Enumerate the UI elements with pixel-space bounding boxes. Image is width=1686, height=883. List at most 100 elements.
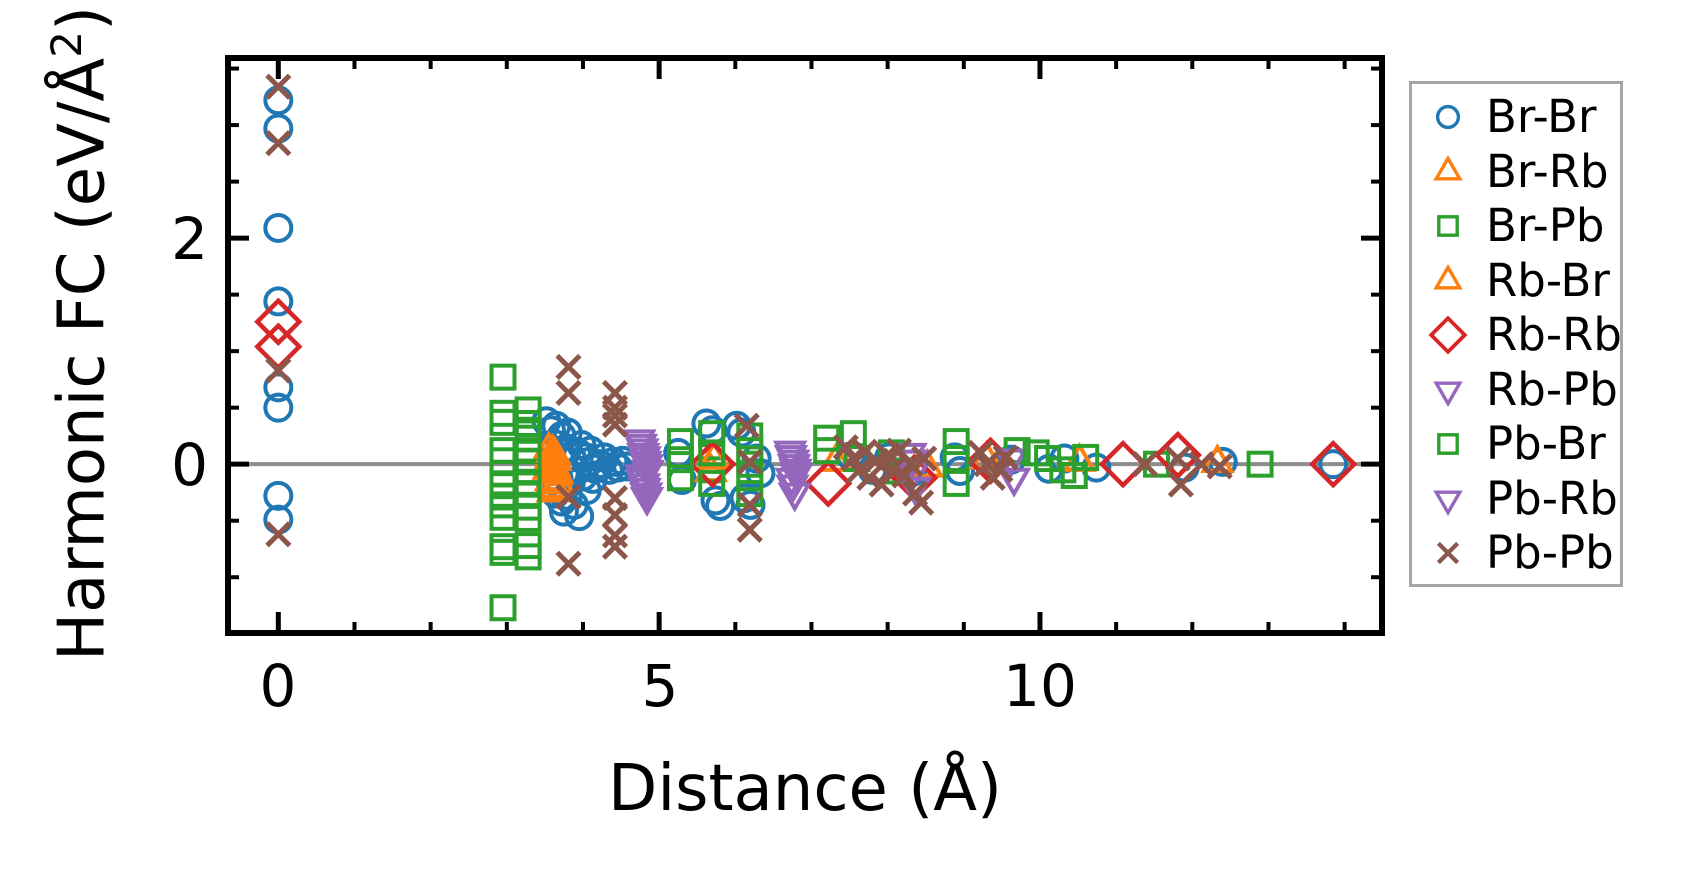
- point-Pb-Br: [698, 469, 726, 497]
- point-Pb-Pb: [992, 444, 1019, 471]
- square-glyph: [1437, 215, 1459, 238]
- point-Pb-Br: [666, 446, 694, 474]
- x-icon: [1436, 542, 1460, 565]
- point-Rb-Rb: [254, 322, 303, 371]
- square-glyph: [1437, 433, 1459, 456]
- point-Br-Br: [263, 480, 294, 511]
- point-Pb-Br: [514, 532, 542, 560]
- point-Pb-Pb: [736, 448, 763, 476]
- x-tick-label-10: 10: [1003, 652, 1077, 720]
- x-tick-label-5: 5: [641, 652, 679, 720]
- point-Pb-Pb: [265, 73, 292, 100]
- triangle-up-glyph: [1433, 154, 1463, 181]
- point-Pb-Pb: [601, 522, 629, 549]
- point-Pb-Pb: [265, 357, 292, 384]
- point-Br-Br: [700, 485, 731, 516]
- y-axis-label-suffix: ): [45, 6, 120, 32]
- point-Pb-Rb: [996, 467, 1032, 498]
- point-Br-Pb: [1246, 450, 1274, 478]
- triangle-up-icon: [1433, 154, 1463, 181]
- legend-item-br-rb: Br-Rb: [1412, 145, 1620, 200]
- legend-box: Br-Br Br-Rb Br-Pb Rb-Br Rb-Rb Rb-Pb Pb-Br Pb-Rb…: [1409, 81, 1623, 587]
- triangle-down-glyph: [1433, 381, 1463, 407]
- point-Pb-Pb: [973, 451, 1000, 478]
- point-Br-Pb: [666, 464, 694, 492]
- point-Pb-Rb: [629, 486, 665, 517]
- legend-label: Rb-Pb: [1486, 362, 1618, 416]
- point-Rb-Rb: [804, 459, 853, 508]
- point-Pb-Pb: [265, 130, 292, 157]
- point-Pb-Pb: [868, 471, 895, 498]
- diamond-glyph: [1428, 315, 1468, 355]
- point-Pb-Rb: [897, 476, 933, 507]
- legend-label: Br-Rb: [1486, 144, 1609, 198]
- point-Br-Pb: [666, 428, 694, 456]
- y-tick-label-2: 2: [171, 205, 208, 273]
- point-Pb-Br: [489, 533, 517, 561]
- square-icon: [1437, 215, 1459, 238]
- legend-item-rb-br: Rb-Br: [1412, 254, 1620, 309]
- x-axis-label: Distance (Å): [608, 752, 1002, 826]
- legend-item-rb-rb: Rb-Rb: [1412, 308, 1622, 363]
- legend-label: Rb-Br: [1486, 253, 1610, 307]
- point-Br-Pb: [489, 594, 517, 622]
- x-glyph: [1436, 542, 1460, 565]
- point-Pb-Rb: [623, 433, 659, 464]
- y-axis-label-text: Harmonic FC (eV/Å: [45, 57, 120, 661]
- y-axis-label: Harmonic FC (eV/Å2): [42, 6, 119, 661]
- circle-icon: [1435, 105, 1461, 130]
- triangle-down-glyph: [1433, 490, 1463, 516]
- legend-label: Rb-Rb: [1486, 308, 1622, 362]
- point-Br-Pb: [942, 428, 970, 456]
- y-tick-label-0: 0: [171, 431, 208, 499]
- point-Rb-Rb: [1309, 440, 1358, 489]
- legend-item-br-pb: Br-Pb: [1412, 199, 1620, 254]
- legend-label: Br-Pb: [1486, 199, 1605, 253]
- legend-label: Pb-Pb: [1486, 526, 1614, 580]
- point-Pb-Pb: [908, 489, 935, 516]
- point-Pb-Br: [813, 437, 841, 465]
- plot-area: [225, 55, 1385, 636]
- point-Br-Br: [1318, 449, 1349, 480]
- point-Pb-Pb: [555, 379, 582, 407]
- square-icon: [1437, 433, 1459, 456]
- point-Rb-Br: [538, 440, 573, 471]
- point-Pb-Rb: [776, 454, 812, 485]
- legend-label: Pb-Rb: [1486, 471, 1618, 525]
- point-Pb-Rb: [628, 450, 663, 481]
- diamond-icon: [1428, 315, 1468, 355]
- point-Pb-Pb: [555, 353, 582, 381]
- point-Pb-Pb: [1132, 451, 1159, 478]
- point-Pb-Pb: [601, 411, 629, 438]
- point-Pb-Br: [514, 409, 542, 437]
- point-Pb-Br: [514, 448, 542, 476]
- point-Br-Br: [263, 392, 294, 423]
- point-Pb-Pb: [856, 464, 883, 491]
- point-Pb-Rb: [625, 468, 660, 499]
- point-Pb-Rb: [627, 477, 662, 508]
- triangle-down-icon: [1433, 490, 1463, 516]
- point-Rb-Br: [696, 439, 732, 470]
- circle-glyph: [1435, 105, 1461, 130]
- point-Br-Pb: [489, 399, 517, 427]
- y-axis-label-sup: 2: [42, 31, 91, 58]
- triangle-down-icon: [1433, 381, 1463, 407]
- point-Pb-Br: [489, 491, 517, 519]
- legend-label: Pb-Br: [1486, 417, 1606, 471]
- point-Pb-Rb: [777, 482, 813, 513]
- point-Pb-Pb: [733, 412, 760, 439]
- point-Pb-Br: [1022, 439, 1050, 467]
- point-Br-Pb: [736, 450, 764, 478]
- point-Pb-Pb: [736, 491, 763, 518]
- point-Pb-Br: [514, 493, 542, 521]
- x-tick-label-0: 0: [259, 652, 297, 720]
- point-Pb-Pb: [555, 550, 582, 577]
- point-Pb-Pb: [1206, 453, 1233, 480]
- point-Pb-Br: [942, 445, 970, 473]
- point-Br-Pb: [514, 396, 542, 424]
- legend-item-rb-pb: Rb-Pb: [1412, 363, 1620, 418]
- legend-item-pb-rb: Pb-Rb: [1412, 472, 1620, 527]
- point-Br-Br: [263, 372, 294, 403]
- point-Pb-Pb: [601, 533, 629, 560]
